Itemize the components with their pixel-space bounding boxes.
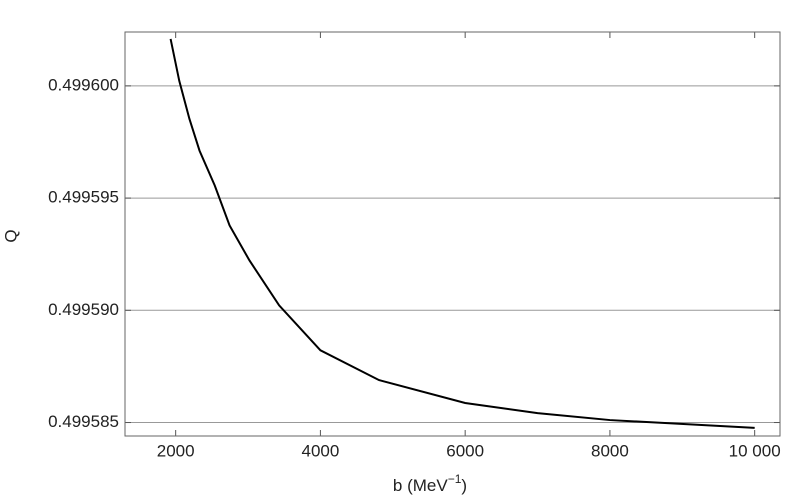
plot-frame <box>124 31 781 437</box>
y-tick-label: 0.499590 <box>48 300 119 319</box>
x-tick-label: 2000 <box>157 441 195 460</box>
x-tick-label: 4000 <box>302 441 340 460</box>
x-tick-label: 6000 <box>446 441 484 460</box>
x-label-text: b (MeV <box>393 476 448 495</box>
x-label-tail: ) <box>461 476 467 495</box>
x-label-sup: −1 <box>448 472 462 486</box>
y-tick-label: 0.499600 <box>48 75 119 94</box>
y-tick-label: 0.499585 <box>48 412 119 431</box>
x-tick-label: 10 000 <box>729 441 781 460</box>
y-tick-label: 0.499595 <box>48 188 119 207</box>
y-axis-label: Q <box>1 229 20 242</box>
x-tick-label: 8000 <box>591 441 629 460</box>
x-axis-label: b (MeV−1) <box>393 472 467 495</box>
line <box>169 38 755 429</box>
